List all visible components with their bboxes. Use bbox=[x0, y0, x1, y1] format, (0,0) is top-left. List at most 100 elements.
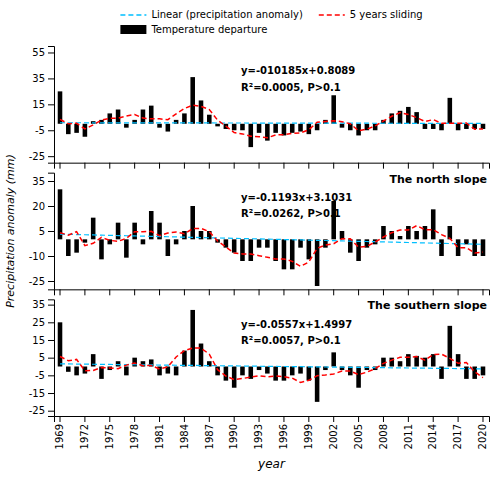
x-tick-mark bbox=[109, 163, 110, 169]
legend-item: Temperature departure bbox=[120, 24, 267, 35]
bar bbox=[481, 239, 486, 256]
bar bbox=[398, 361, 403, 366]
bar bbox=[290, 367, 295, 376]
x-tick-mark bbox=[209, 163, 210, 169]
legend-item: 5 years sliding bbox=[319, 9, 423, 20]
x-tick-mark bbox=[308, 416, 309, 422]
bar bbox=[74, 367, 79, 376]
x-tick bbox=[134, 163, 135, 169]
x-tick-label: 1990 bbox=[228, 424, 239, 449]
bar bbox=[315, 124, 320, 130]
x-tick bbox=[234, 163, 235, 169]
y-tick-mark bbox=[48, 231, 54, 232]
x-tick: 2017 bbox=[452, 416, 463, 449]
bar bbox=[331, 201, 336, 239]
bar bbox=[356, 367, 361, 388]
y-tick: 5 bbox=[39, 352, 54, 363]
bar bbox=[240, 239, 245, 261]
bar bbox=[273, 239, 278, 261]
x-tick-mark bbox=[308, 163, 309, 169]
x-tick bbox=[84, 163, 85, 169]
y-tick: 55 bbox=[32, 47, 54, 58]
y-tick-label: -15 bbox=[29, 388, 45, 399]
bar bbox=[116, 361, 121, 366]
y-tick-label: 5 bbox=[39, 352, 45, 363]
x-tick bbox=[308, 163, 309, 169]
x-tick bbox=[358, 289, 359, 295]
bar bbox=[182, 351, 187, 367]
bar bbox=[406, 226, 411, 239]
bar bbox=[116, 223, 121, 240]
bar bbox=[298, 124, 303, 132]
panel-title: The north slope bbox=[389, 173, 487, 186]
bar bbox=[431, 209, 436, 239]
bar bbox=[456, 239, 461, 256]
bar bbox=[199, 344, 204, 367]
bar bbox=[116, 110, 121, 124]
x-tick-mark bbox=[408, 163, 409, 169]
line bbox=[60, 364, 483, 369]
y-tick-mark bbox=[48, 256, 54, 257]
x-tick bbox=[308, 289, 309, 295]
bar bbox=[439, 124, 444, 130]
x-tick bbox=[383, 163, 384, 169]
y-tick-mark bbox=[48, 305, 54, 306]
y-tick-label: 5 bbox=[39, 226, 45, 237]
x-tick-mark bbox=[408, 289, 409, 295]
bar bbox=[149, 211, 154, 239]
x-tick: 1981 bbox=[154, 416, 165, 449]
x-tick-mark bbox=[433, 289, 434, 295]
x-tick-mark bbox=[209, 289, 210, 295]
bar bbox=[166, 124, 171, 132]
x-tick bbox=[159, 163, 160, 169]
bar bbox=[149, 106, 154, 124]
x-tick-mark bbox=[209, 416, 210, 422]
x-tick bbox=[259, 163, 260, 169]
plot-area bbox=[58, 189, 486, 286]
bar bbox=[448, 98, 453, 124]
x-tick bbox=[482, 289, 483, 295]
bar bbox=[174, 239, 179, 244]
bar bbox=[406, 354, 411, 366]
y-tick-mark bbox=[48, 52, 54, 53]
y-axis-line bbox=[48, 300, 55, 417]
x-tick-label: 1993 bbox=[253, 424, 264, 449]
bar bbox=[240, 367, 245, 376]
y-axis-line bbox=[48, 47, 55, 164]
y-tick: -15 bbox=[29, 388, 54, 399]
y-axis: -25-1052035 bbox=[29, 173, 55, 290]
bar bbox=[273, 367, 278, 381]
bar bbox=[224, 367, 229, 381]
bar bbox=[282, 124, 287, 136]
bar bbox=[414, 231, 419, 239]
bar bbox=[423, 226, 428, 239]
bar bbox=[124, 124, 129, 128]
x-axis: 1969197219751978198119841987199019931996… bbox=[54, 416, 489, 449]
x-tick-label: 2011 bbox=[403, 424, 414, 449]
y-axis: -25-5153555 bbox=[29, 47, 55, 164]
x-tick bbox=[209, 163, 210, 169]
x-tick-label: 1984 bbox=[179, 424, 190, 449]
y-tick-label: 35 bbox=[32, 299, 45, 310]
y-tick-mark bbox=[48, 375, 54, 376]
x-tick-label: 1996 bbox=[278, 424, 289, 449]
y-axis-title: Precipitation anomaly (mm) bbox=[4, 154, 17, 308]
legend-label: Temperature departure bbox=[150, 24, 267, 35]
y-tick-label: -5 bbox=[35, 370, 45, 381]
y-tick-label: -5 bbox=[35, 125, 45, 136]
x-tick-label: 2005 bbox=[353, 424, 364, 449]
bar bbox=[282, 239, 287, 269]
annotation: y=-0.0557x+1.4997 bbox=[241, 319, 352, 330]
y-tick-mark bbox=[48, 281, 54, 282]
x-tick-mark bbox=[333, 163, 334, 169]
x-tick-mark bbox=[159, 416, 160, 422]
x-tick: 1996 bbox=[278, 416, 289, 449]
x-tick-mark bbox=[134, 163, 135, 169]
y-tick-mark bbox=[48, 340, 54, 341]
bar bbox=[448, 326, 453, 367]
x-tick-mark bbox=[283, 416, 284, 422]
x-tick: 1984 bbox=[179, 416, 190, 449]
bar bbox=[257, 239, 262, 247]
bar bbox=[190, 310, 195, 367]
x-tick bbox=[283, 289, 284, 295]
